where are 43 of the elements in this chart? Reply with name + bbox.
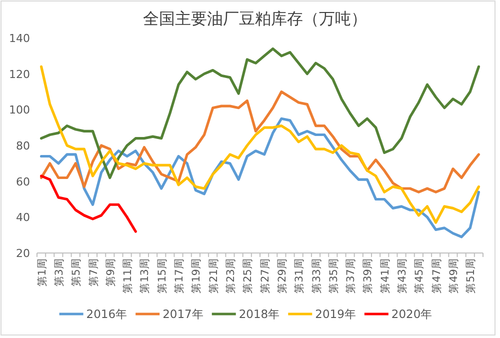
legend-label: 2018年 (238, 307, 280, 321)
x-tick-label: 第15周 (156, 258, 168, 294)
x-tick-label: 第19周 (190, 258, 203, 294)
x-tick-label: 第45周 (414, 258, 426, 294)
y-tick-label: 140 (9, 32, 30, 45)
x-tick-label: 第47周 (430, 258, 443, 294)
legend-label: 2016年 (86, 307, 128, 321)
x-tick-label: 第51周 (465, 258, 478, 294)
x-tick-label: 第33周 (310, 258, 323, 294)
x-tick-label: 第3周 (53, 258, 66, 287)
y-tick-label: 60 (16, 175, 30, 188)
line-series (40, 174, 137, 233)
x-tick-label: 第17周 (174, 258, 186, 294)
x-tick-label: 第21周 (208, 258, 220, 294)
x-tick-label: 第37周 (345, 258, 358, 294)
x-tick-label: 第41周 (379, 258, 392, 294)
y-tick-label: 100 (9, 104, 30, 117)
legend-label: 2017年 (162, 307, 204, 321)
line-series (40, 47, 480, 180)
x-tick-label: 第25周 (242, 258, 254, 294)
y-tick-label: 120 (9, 68, 30, 81)
x-tick-label: 第7周 (88, 258, 100, 287)
chart-title: 全国主要油厂豆粕库存（万吨） (143, 9, 367, 28)
x-tick-label: 第11周 (122, 258, 134, 294)
x-tick-label: 第29周 (276, 258, 288, 294)
x-tick-label: 第43周 (396, 258, 409, 294)
x-tick-label: 第1周 (36, 258, 48, 287)
x-tick-label: 第23周 (224, 258, 237, 294)
y-tick-label: 80 (16, 140, 30, 152)
x-tick-label: 第35周 (328, 258, 340, 294)
y-tick-label: 20 (16, 247, 30, 260)
x-tick-label: 第13周 (139, 258, 152, 294)
x-tick-label: 第27周 (259, 258, 272, 294)
y-tick-label: 40 (16, 211, 30, 224)
x-tick-label: 第5周 (70, 258, 83, 287)
legend-label: 2020年 (391, 307, 433, 321)
legend-label: 2019年 (315, 307, 356, 321)
x-tick-label: 第9周 (104, 258, 117, 287)
x-tick-label: 第31周 (294, 258, 306, 294)
line-series (40, 65, 480, 224)
x-tick-label: 第39周 (362, 258, 374, 294)
x-tick-label: 第49周 (448, 258, 460, 294)
line-series (40, 90, 480, 194)
